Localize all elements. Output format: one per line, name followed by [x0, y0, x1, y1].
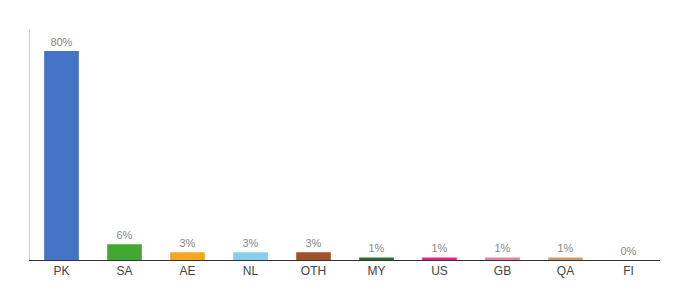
svg-text:GB: GB [494, 264, 511, 278]
svg-text:3%: 3% [179, 237, 195, 249]
svg-text:80%: 80% [50, 36, 72, 48]
svg-text:AE: AE [179, 264, 195, 278]
svg-text:FI: FI [623, 264, 634, 278]
svg-text:3%: 3% [305, 237, 321, 249]
svg-text:US: US [431, 264, 448, 278]
svg-text:3%: 3% [242, 237, 258, 249]
svg-text:SA: SA [116, 264, 132, 278]
svg-text:NL: NL [243, 264, 259, 278]
svg-text:1%: 1% [431, 242, 447, 254]
svg-text:PK: PK [53, 264, 69, 278]
svg-text:OTH: OTH [301, 264, 326, 278]
svg-text:0%: 0% [620, 245, 636, 257]
svg-text:1%: 1% [368, 242, 384, 254]
svg-text:QA: QA [557, 264, 574, 278]
svg-text:1%: 1% [557, 242, 573, 254]
svg-text:6%: 6% [116, 229, 132, 241]
svg-text:MY: MY [368, 264, 386, 278]
svg-text:1%: 1% [494, 242, 510, 254]
